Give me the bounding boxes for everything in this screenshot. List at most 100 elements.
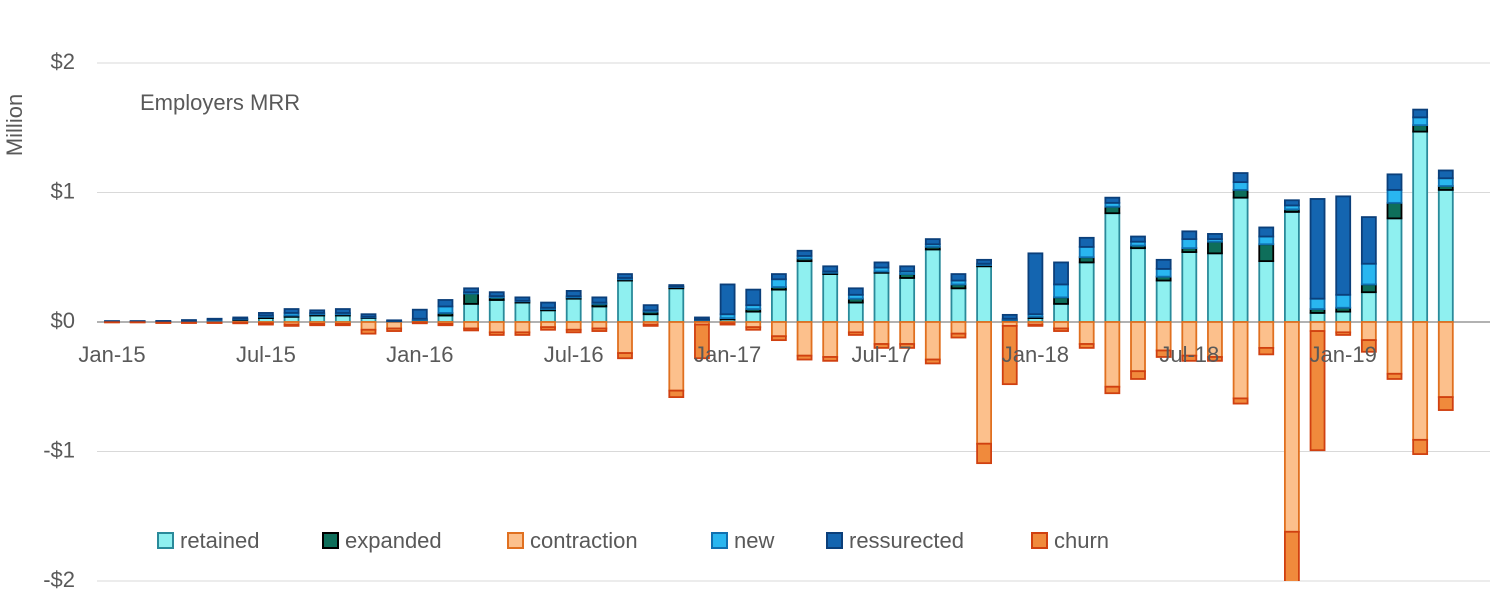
bar-segment xyxy=(771,273,787,281)
bar-segment xyxy=(822,273,839,323)
bar-segment xyxy=(668,284,685,288)
bar-segment xyxy=(232,321,249,325)
bar-segment xyxy=(463,287,480,294)
bar-segment xyxy=(591,327,608,332)
legend-label: expanded xyxy=(345,528,442,553)
bar-segment xyxy=(771,278,787,288)
bar-segment xyxy=(488,321,505,334)
bar-segment xyxy=(565,321,582,331)
bar-segment xyxy=(924,248,941,323)
bar-segment xyxy=(1232,321,1249,400)
bar-segment xyxy=(1437,177,1454,187)
bar-segment xyxy=(694,323,710,360)
bar-segment xyxy=(1155,258,1172,270)
bar-segment xyxy=(1412,438,1429,455)
bar-segment xyxy=(540,309,556,323)
bar-segment xyxy=(591,305,608,323)
bar-segment xyxy=(1437,188,1454,323)
bar-segment xyxy=(1258,235,1275,246)
bar-segment xyxy=(1232,397,1249,405)
grid xyxy=(97,62,1490,582)
bar-segment xyxy=(924,238,941,246)
bar-segment xyxy=(1104,321,1121,388)
bar-segment xyxy=(1412,116,1429,127)
bar-segment xyxy=(411,321,428,325)
bar-segment xyxy=(873,271,890,323)
bar-segment xyxy=(283,308,300,314)
bar-segment xyxy=(1027,323,1044,327)
bar-segment xyxy=(1309,312,1326,323)
bar-segment xyxy=(437,314,454,323)
bar-segment xyxy=(1001,324,1018,386)
bar-segment xyxy=(1232,196,1249,323)
bar-segment xyxy=(617,352,633,360)
bar-segment xyxy=(1130,247,1146,323)
bar-segment xyxy=(1360,216,1377,265)
bar-segment xyxy=(1258,321,1275,349)
bar-segment xyxy=(1360,321,1377,342)
bar-segment xyxy=(822,356,839,362)
bar-segment xyxy=(771,335,787,342)
bar-segment xyxy=(668,321,685,392)
bar-segment xyxy=(309,309,326,314)
bar-segment xyxy=(899,343,916,349)
bar-segment xyxy=(591,296,608,304)
bar-segment xyxy=(1232,172,1249,184)
bar-segment xyxy=(1207,252,1223,323)
bar-segment xyxy=(206,317,223,321)
bar-segment xyxy=(1284,199,1300,207)
bar-segment xyxy=(1437,321,1454,399)
bar-segment xyxy=(514,301,531,323)
bar-segment xyxy=(565,290,582,297)
bar-segment xyxy=(642,323,659,327)
legend-swatch xyxy=(157,532,174,549)
bar-segment xyxy=(1078,245,1095,259)
x-tick-label: Jan-16 xyxy=(386,342,453,367)
bar-segment xyxy=(1181,354,1198,362)
bar-segment xyxy=(1053,283,1069,299)
bar-segment xyxy=(1181,230,1198,241)
bar-segment xyxy=(1412,130,1429,323)
bar-segment xyxy=(1078,236,1095,248)
x-tick-label: Jan-17 xyxy=(694,342,761,367)
bar-segment xyxy=(1053,321,1069,330)
bar-segment xyxy=(796,321,813,357)
bar-segment xyxy=(1360,291,1377,323)
bar-segment xyxy=(1232,181,1249,191)
legend-swatch xyxy=(826,532,843,549)
bar-segment xyxy=(873,261,890,269)
bar-segment xyxy=(873,343,890,349)
bar-segment xyxy=(1053,296,1069,305)
y-tick-label: $0 xyxy=(51,308,75,333)
bar-segment xyxy=(668,287,685,323)
bar-segment xyxy=(1386,217,1403,323)
bar-segment xyxy=(1335,310,1352,323)
bar-segment xyxy=(950,332,967,339)
bar-segment xyxy=(1360,262,1377,286)
bar-segment xyxy=(1360,339,1377,353)
x-tick-label: Jul-17 xyxy=(852,342,912,367)
y-axis-label: Million xyxy=(2,94,27,156)
bar-segment xyxy=(796,354,813,361)
bar-segment xyxy=(694,316,710,321)
bar-segment xyxy=(591,321,608,330)
bar-segment xyxy=(1412,321,1429,441)
bar-segment xyxy=(1155,267,1172,278)
bar-segment xyxy=(232,316,249,320)
bar-segment xyxy=(1258,226,1275,238)
legend-label: new xyxy=(734,528,774,553)
bar-segment xyxy=(1155,279,1172,323)
bar-segment xyxy=(1309,330,1326,452)
bar-segment xyxy=(565,297,582,323)
bar-segment xyxy=(976,265,992,323)
bar-segment xyxy=(976,258,992,265)
bar-segment xyxy=(1104,205,1121,215)
bar-segment xyxy=(488,299,505,323)
bar-segment xyxy=(745,310,762,323)
bar-segment xyxy=(437,323,454,327)
bar-segment xyxy=(719,322,736,326)
bar-segment xyxy=(745,288,762,307)
bar-segment xyxy=(1386,321,1403,375)
bar-segment xyxy=(514,296,531,302)
bar-segment xyxy=(1335,331,1352,336)
